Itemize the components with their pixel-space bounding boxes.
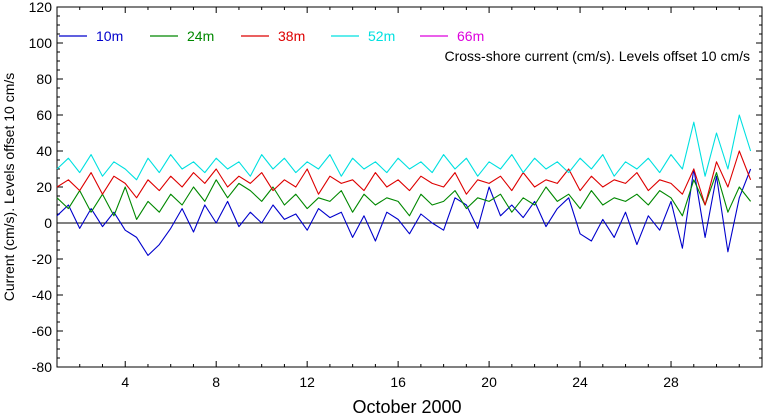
legend-label-10m: 10m: [96, 28, 123, 44]
legend: 10m 24m 38m 52m 66m: [59, 28, 484, 44]
x-tick-label: 16: [390, 374, 406, 390]
x-tick-label: 12: [299, 374, 315, 390]
y-tick-label: -60: [32, 323, 52, 339]
series-line-38m: [56, 150, 752, 206]
y-tick-label: -40: [32, 287, 52, 303]
legend-label-38m: 38m: [278, 28, 305, 44]
y-tick-label: 120: [29, 0, 53, 15]
legend-label-52m: 52m: [368, 28, 395, 44]
series-group: [56, 114, 752, 256]
chart-annotation: Cross-shore current (cm/s). Levels offse…: [445, 48, 751, 64]
y-tick-label: 20: [36, 179, 52, 195]
y-tick-label: 60: [36, 107, 52, 123]
x-axis: 4 8 12 16 20 24 28: [56, 7, 763, 390]
series-line-10m: [56, 168, 752, 256]
y-tick-label: 40: [36, 143, 52, 159]
x-tick-label: 28: [663, 374, 679, 390]
x-tick-label: 24: [572, 374, 588, 390]
series-line-52m: [56, 114, 752, 181]
x-axis-title: October 2000: [352, 397, 461, 414]
series-line-24m: [56, 172, 752, 220]
legend-label-24m: 24m: [187, 28, 214, 44]
y-tick-label: 100: [29, 35, 53, 51]
y-tick-label: 80: [36, 71, 52, 87]
y-axis: -80 -60 -40 -20 0 20 40 60 80 100 120: [29, 0, 762, 375]
legend-label-66m: 66m: [457, 28, 484, 44]
y-tick-label: -80: [32, 359, 52, 375]
x-tick-label: 20: [481, 374, 497, 390]
y-axis-title: Current (cm/s). Levels offset 10 cm/s: [1, 73, 17, 301]
y-tick-label: -20: [32, 251, 52, 267]
x-tick-label: 4: [121, 374, 129, 390]
x-tick-label: 8: [212, 374, 220, 390]
y-tick-label: 0: [44, 215, 52, 231]
